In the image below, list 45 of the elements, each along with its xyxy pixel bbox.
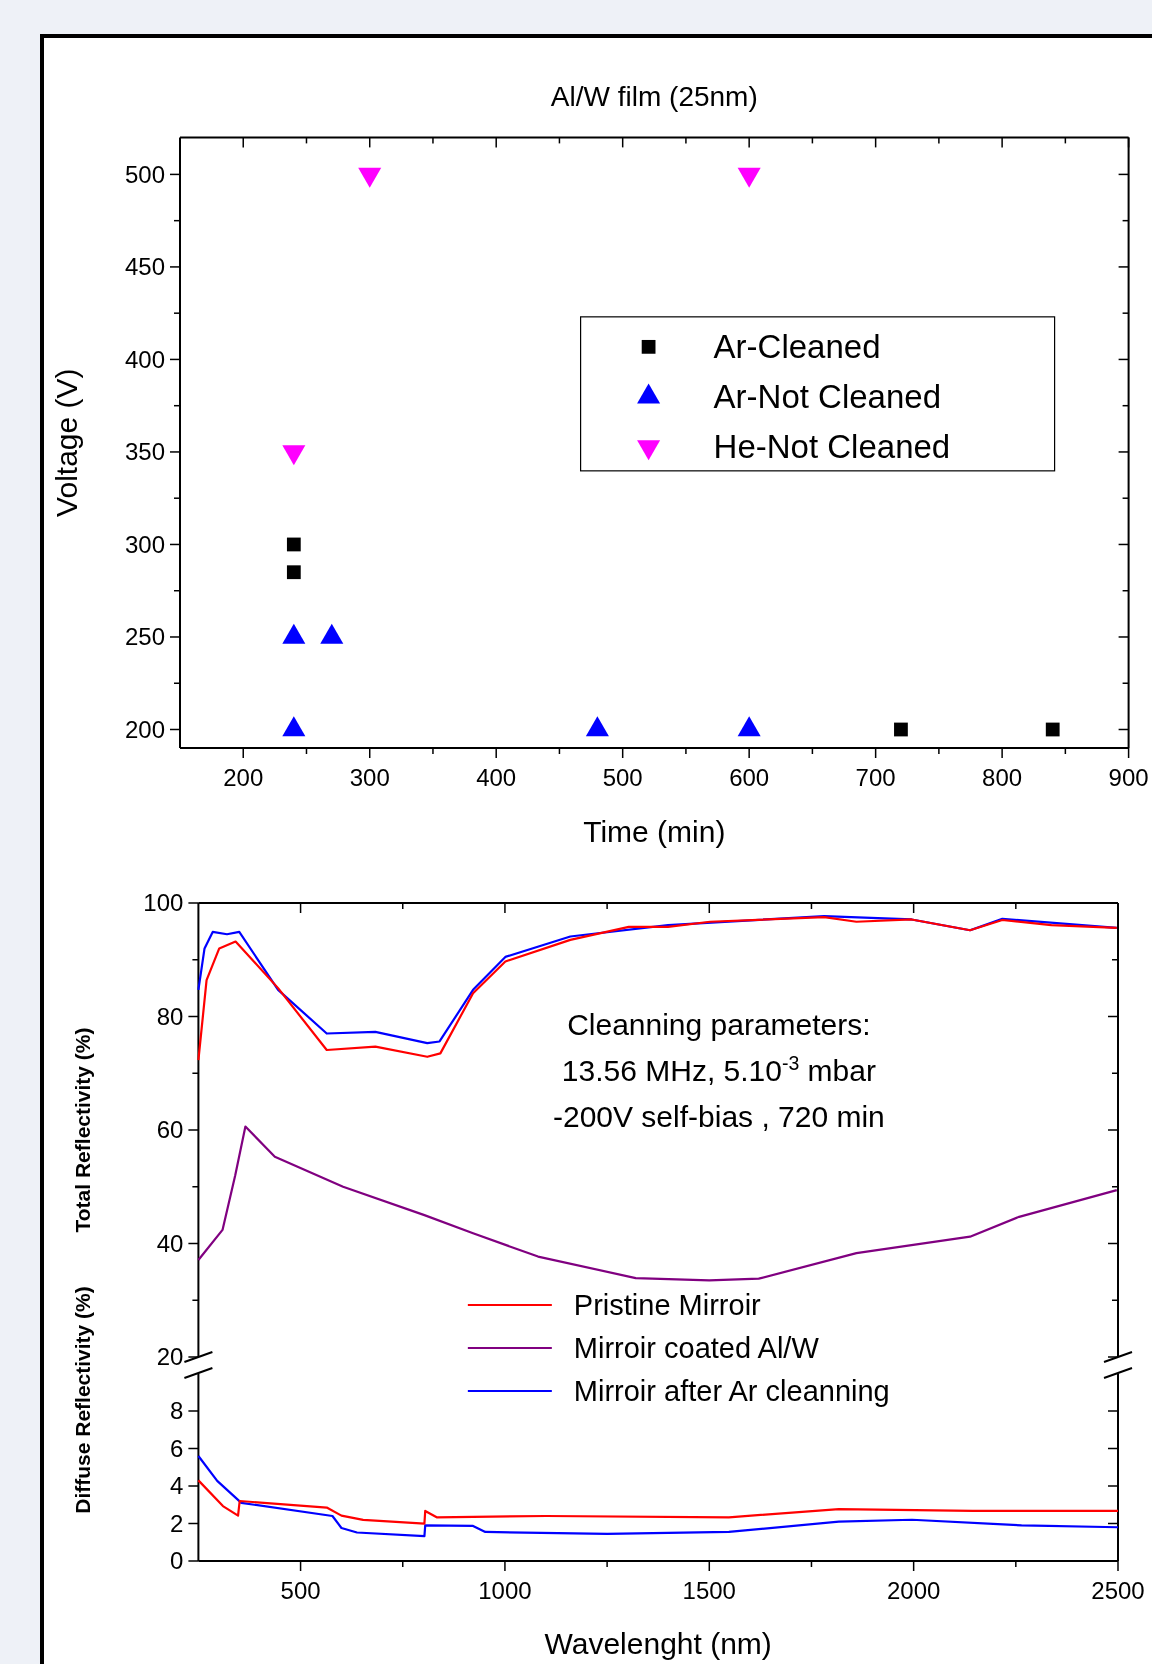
x-tick-label: 200 — [223, 764, 264, 791]
x-tick-label: 800 — [982, 764, 1023, 791]
annotation: -200V self-bias , 720 min — [552, 1100, 885, 1133]
y-tick-label: 20 — [156, 1343, 184, 1371]
legend-label: Ar-Cleaned — [713, 328, 881, 366]
chart-title: Al/W film (25nm) — [550, 81, 758, 112]
x-tick-label: 500 — [602, 764, 643, 791]
y-tick-label: 450 — [124, 253, 165, 281]
y-tick-label: 250 — [124, 623, 165, 651]
y-tick-label: 80 — [156, 1002, 184, 1030]
x-axis-title: Time (min) — [583, 815, 726, 848]
y-tick-label: 2 — [170, 1509, 184, 1537]
y-axis-title: Diffuse Reflectivity (%) — [71, 1286, 94, 1514]
y-axis-title: Voltage (V) — [50, 368, 83, 517]
x-tick-label: 2000 — [886, 1577, 941, 1604]
y-tick-label: 8 — [170, 1397, 184, 1425]
y-tick-label: 6 — [170, 1434, 184, 1462]
y-tick-label: 300 — [124, 530, 165, 558]
y-tick-label: 200 — [124, 715, 165, 743]
y-tick-label: 100 — [143, 889, 184, 917]
x-tick-label: 600 — [729, 764, 770, 791]
legend-label: He-Not Cleaned — [713, 428, 951, 466]
legend-label: Mirroir after Ar cleanning — [573, 1375, 890, 1408]
y-tick-label: 500 — [124, 160, 165, 188]
y-tick-label: 60 — [156, 1116, 184, 1144]
legend-label: Mirroir coated Al/W — [573, 1332, 820, 1365]
x-tick-label: 2500 — [1091, 1577, 1145, 1604]
x-tick-label: 300 — [349, 764, 390, 791]
annotation: 13.56 MHz, 5.10$^{-3}$ mbar — [561, 1052, 876, 1087]
x-tick-label: 700 — [855, 764, 896, 791]
annotation: Cleanning parameters: — [567, 1008, 871, 1041]
x-tick-label: 900 — [1108, 764, 1149, 791]
legend-label: Ar-Not Cleaned — [713, 378, 942, 416]
x-tick-label: 500 — [280, 1577, 321, 1604]
x-tick-label: 1000 — [478, 1577, 532, 1604]
x-tick-label: 1500 — [682, 1577, 736, 1604]
y-axis-title: Total Reflectivity (%) — [71, 1027, 94, 1233]
legend-label: Pristine Mirroir — [573, 1289, 762, 1322]
y-tick-label: 4 — [170, 1472, 184, 1500]
x-axis-title: Wavelenght (nm) — [544, 1627, 772, 1660]
y-tick-label: 350 — [124, 438, 165, 466]
y-tick-label: 400 — [124, 345, 165, 373]
y-tick-label: 0 — [170, 1547, 184, 1575]
y-tick-label: 40 — [156, 1229, 184, 1257]
x-tick-label: 400 — [476, 764, 517, 791]
